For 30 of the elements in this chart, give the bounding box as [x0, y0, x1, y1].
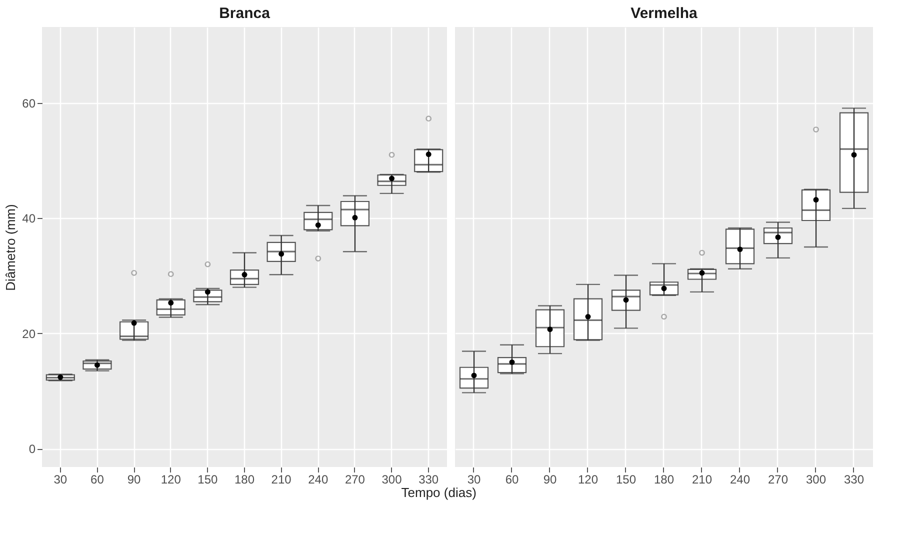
- x-tick-label: 180: [654, 472, 674, 486]
- x-tick-label: 210: [271, 472, 292, 486]
- x-tick-label: 180: [234, 472, 255, 486]
- x-tick-label: 120: [578, 472, 598, 486]
- y-tick-label: 60: [22, 96, 36, 111]
- x-tick-label: 330: [418, 472, 439, 486]
- x-tick-label: 240: [730, 472, 750, 486]
- x-tick-label: 30: [467, 472, 481, 486]
- x-tick-label: 150: [616, 472, 636, 486]
- x-tick-label: 90: [543, 472, 557, 486]
- y-tick-label: 40: [22, 212, 36, 226]
- chart-title: Branca: [219, 5, 271, 22]
- x-tick-label: 210: [692, 472, 712, 486]
- x-tick-label: 30: [54, 472, 68, 486]
- x-tick-label: 60: [90, 472, 104, 486]
- y-tick-label: 0: [28, 442, 36, 456]
- chart-title: Vermelha: [630, 5, 698, 22]
- y-axis-title: Diâmetro (mm): [3, 204, 18, 291]
- x-tick-label: 150: [198, 472, 218, 486]
- x-tick-label: 270: [768, 472, 788, 486]
- x-axis-title: Tempo (dias): [401, 485, 476, 500]
- x-tick-label: 270: [344, 472, 366, 486]
- x-tick-label: 90: [127, 472, 142, 486]
- x-tick-label: 120: [160, 472, 182, 486]
- y-tick-label: 20: [22, 326, 36, 341]
- x-tick-label: 300: [382, 472, 402, 486]
- x-tick-label: 240: [308, 472, 328, 486]
- x-tick-label: 60: [505, 472, 519, 486]
- x-tick-label: 300: [806, 472, 826, 486]
- x-tick-label: 330: [844, 472, 864, 486]
